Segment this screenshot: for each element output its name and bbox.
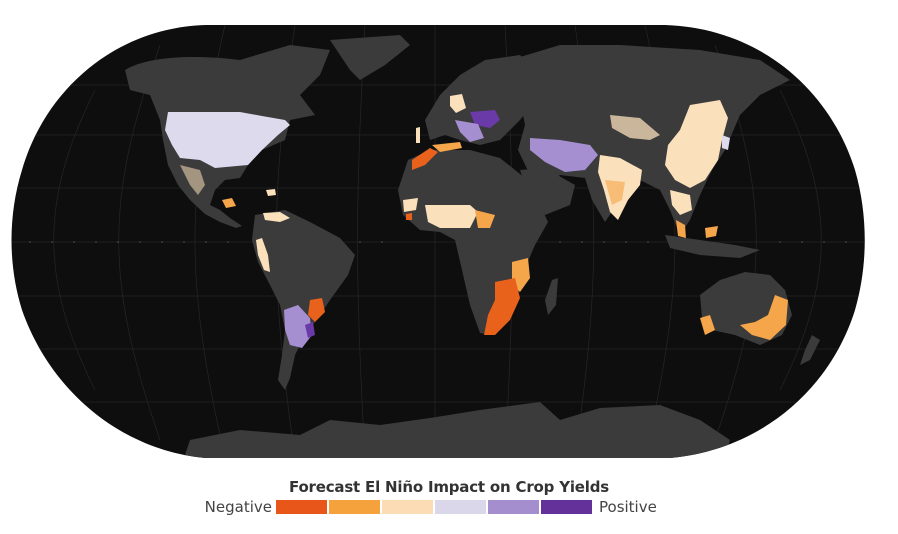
region-central-asia bbox=[530, 138, 598, 172]
region-malaysia bbox=[676, 220, 686, 238]
legend-negative-label: Negative bbox=[204, 498, 272, 516]
region-n-south-america bbox=[263, 212, 290, 222]
region-west-africa bbox=[403, 198, 418, 212]
region-usa bbox=[165, 112, 290, 168]
region-germany bbox=[450, 94, 466, 113]
swatch-moderately-positive bbox=[488, 500, 539, 514]
region-india-moderate bbox=[605, 180, 625, 205]
europe bbox=[425, 55, 540, 145]
swatch-strongly-negative bbox=[276, 500, 327, 514]
region-central-america bbox=[222, 198, 236, 208]
region-caribbean bbox=[266, 189, 276, 196]
impact-regions bbox=[165, 94, 788, 348]
swatch-slightly-positive bbox=[435, 500, 486, 514]
region-se-africa bbox=[512, 258, 530, 292]
region-korea bbox=[722, 135, 730, 150]
legend-positive-label: Positive bbox=[599, 498, 657, 516]
region-southern-africa bbox=[484, 278, 520, 335]
region-se-europe bbox=[470, 110, 500, 128]
region-iberia bbox=[416, 127, 420, 143]
region-sahel bbox=[425, 205, 478, 228]
legend-color-scale bbox=[276, 500, 592, 514]
madagascar bbox=[545, 278, 558, 315]
region-east-sahel bbox=[475, 210, 495, 228]
region-china-north bbox=[610, 115, 660, 140]
region-italy-balkans bbox=[455, 120, 484, 142]
region-mexico bbox=[180, 165, 205, 195]
region-s-brazil bbox=[308, 298, 325, 322]
greenland bbox=[330, 35, 410, 80]
region-philippines bbox=[705, 226, 718, 238]
region-sw-australia bbox=[700, 315, 715, 335]
swatch-moderately-negative bbox=[329, 500, 380, 514]
region-se-australia bbox=[740, 295, 788, 340]
region-china bbox=[665, 100, 728, 188]
legend: Negative Positive bbox=[0, 498, 898, 518]
antarctica bbox=[180, 402, 730, 458]
region-argentina bbox=[284, 305, 312, 348]
arabia bbox=[520, 168, 575, 215]
swatch-slightly-negative bbox=[382, 500, 433, 514]
new-zealand bbox=[800, 335, 820, 365]
swatch-strongly-positive bbox=[541, 500, 592, 514]
south-america bbox=[252, 210, 355, 390]
world-map bbox=[11, 25, 865, 458]
region-se-asia bbox=[670, 190, 692, 215]
region-w-south-america bbox=[256, 238, 270, 272]
legend-title: Forecast El Niño Impact on Crop Yields bbox=[289, 478, 609, 496]
indonesia bbox=[665, 235, 760, 258]
region-n-africa bbox=[432, 142, 462, 152]
region-argentina-strong bbox=[305, 322, 315, 338]
region-west-africa-neg bbox=[406, 213, 412, 220]
region-nw-africa bbox=[412, 148, 438, 170]
